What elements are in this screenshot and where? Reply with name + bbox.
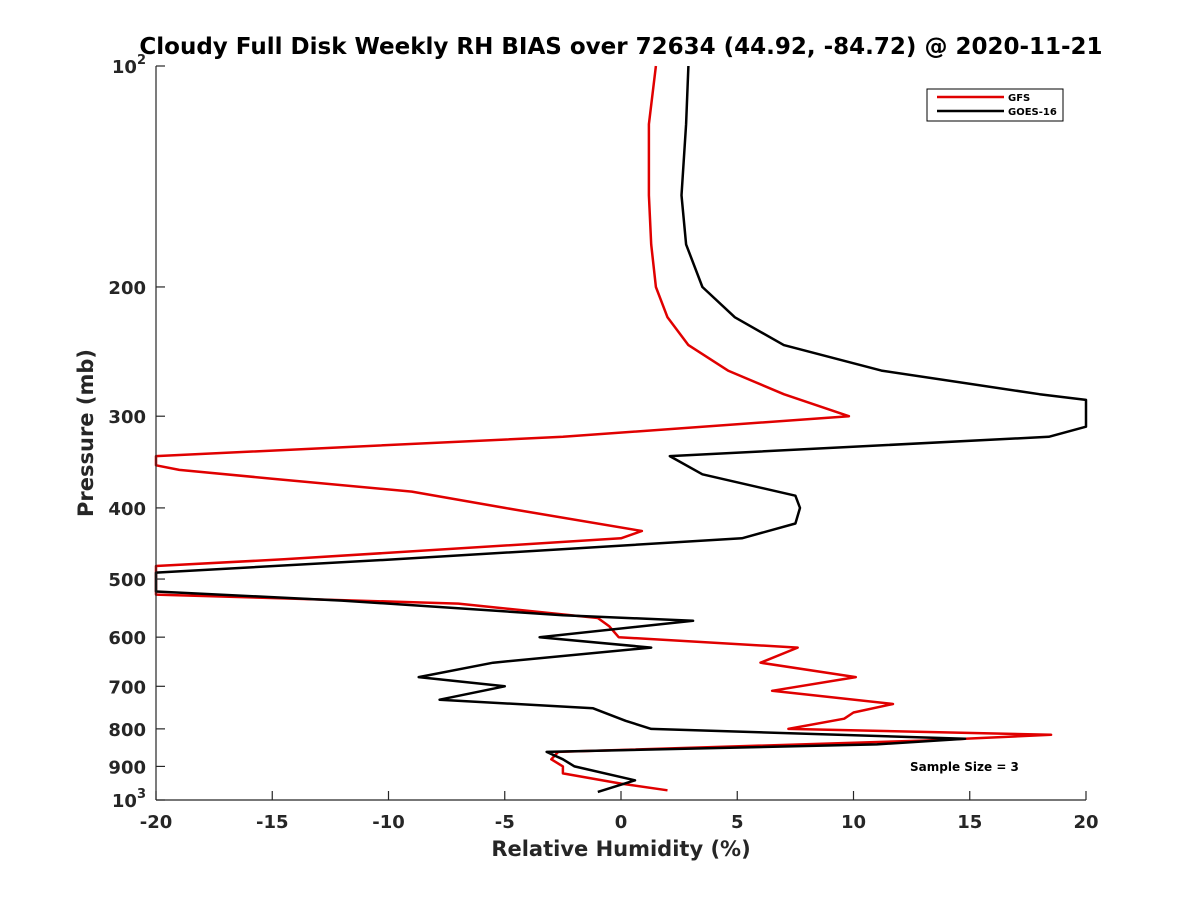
legend-label-goes16: GOES-16 bbox=[1008, 107, 1057, 118]
legend-box bbox=[926, 88, 1064, 122]
x-tick-label: -15 bbox=[256, 812, 289, 833]
y-tick-label: 500 bbox=[108, 570, 146, 591]
sample-size-annotation: Sample Size = 3 bbox=[910, 760, 1019, 774]
y-tick-label: 800 bbox=[108, 720, 146, 741]
x-tick-label: -10 bbox=[372, 812, 405, 833]
x-axis: -20 -15 -10 -5 0 5 10 15 20 bbox=[140, 791, 1099, 833]
y-tick-label: 600 bbox=[108, 628, 146, 649]
x-ticks: -20 -15 -10 -5 0 5 10 15 20 bbox=[140, 791, 1099, 833]
y-tick-label: 400 bbox=[108, 499, 146, 520]
y-tick-label: 103 bbox=[112, 787, 146, 812]
y-tick-label: 300 bbox=[108, 407, 146, 428]
x-tick-label: 5 bbox=[731, 812, 744, 833]
x-tick-label: 0 bbox=[615, 812, 628, 833]
x-tick-label: 10 bbox=[841, 812, 866, 833]
y-tick-label: 200 bbox=[108, 278, 146, 299]
x-tick-label: 20 bbox=[1073, 812, 1098, 833]
legend-label-gfs: GFS bbox=[1008, 93, 1030, 104]
x-tick-label: -5 bbox=[495, 812, 515, 833]
x-tick-label: 15 bbox=[957, 812, 982, 833]
y-tick-label: 900 bbox=[108, 757, 146, 778]
y-axis-label: Pressure (mb) bbox=[74, 349, 98, 517]
y-tick-label: 700 bbox=[108, 677, 146, 698]
x-tick-label: -20 bbox=[140, 812, 173, 833]
x-axis-label: Relative Humidity (%) bbox=[491, 837, 750, 861]
legend: GFS GOES-16 bbox=[926, 88, 1064, 122]
y-axis: 102 200 300 400 500 600 700 800 900 103 bbox=[108, 53, 165, 812]
chart-title: Cloudy Full Disk Weekly RH BIAS over 726… bbox=[139, 34, 1102, 60]
y-tick-label: 102 bbox=[112, 53, 146, 78]
y-ticks: 102 200 300 400 500 600 700 800 900 103 bbox=[108, 53, 165, 812]
